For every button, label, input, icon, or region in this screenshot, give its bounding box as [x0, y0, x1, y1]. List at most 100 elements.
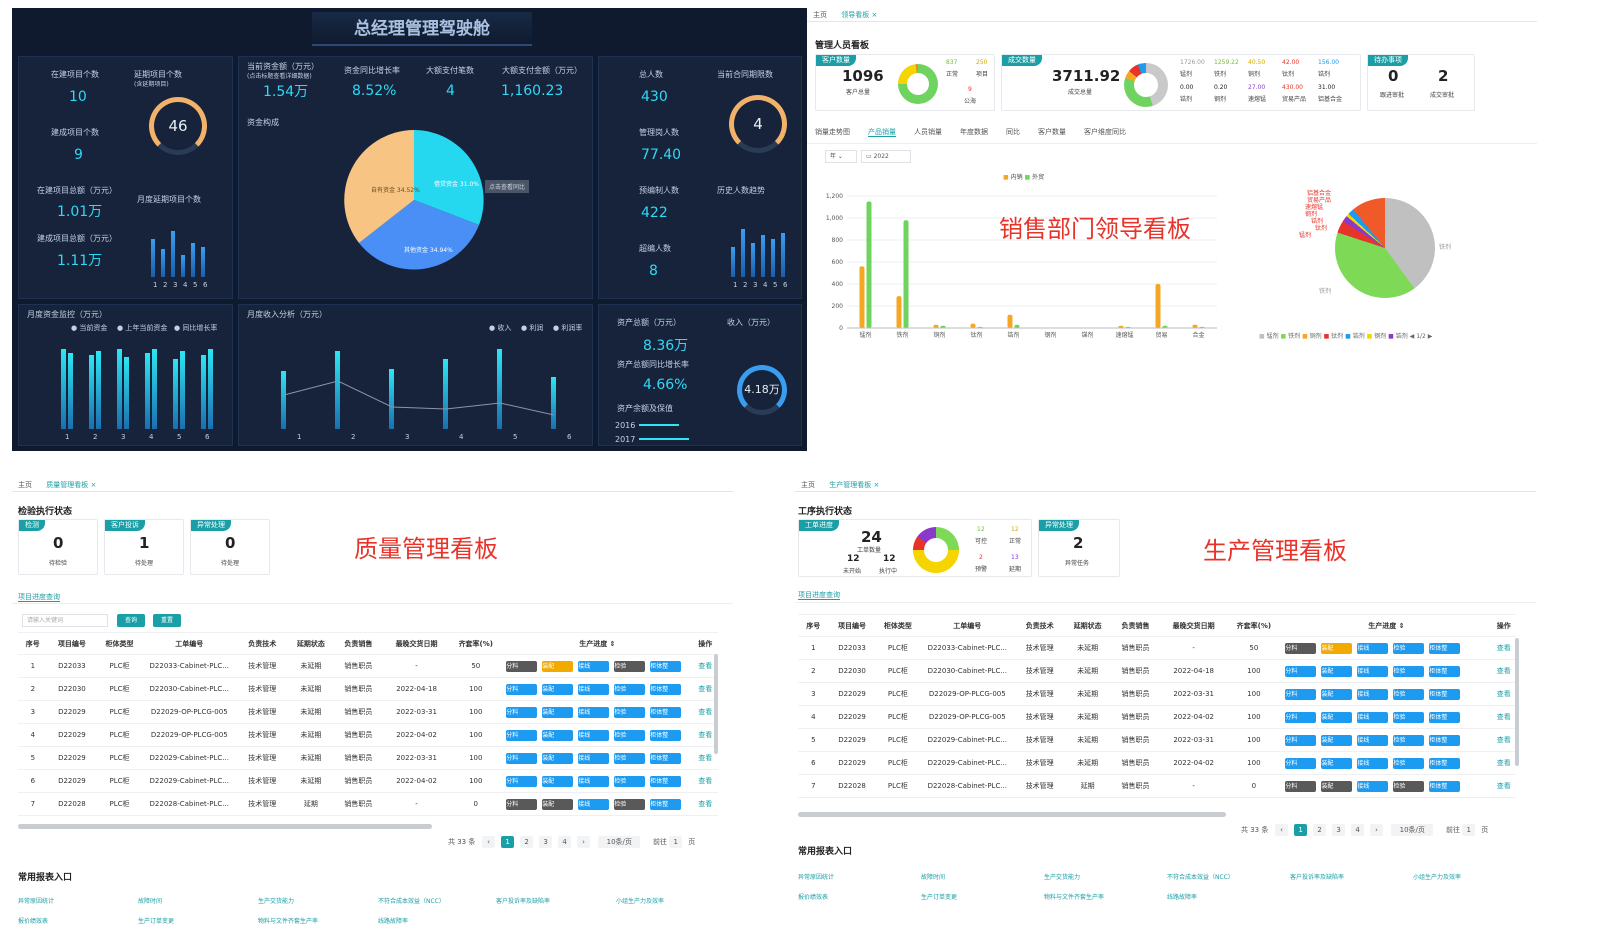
step-badge[interactable]: 柜体整 — [650, 775, 682, 787]
bar-domestic[interactable] — [933, 324, 939, 328]
step-badge[interactable]: 检验 — [1393, 711, 1425, 723]
step-badge[interactable]: 检验 — [614, 798, 646, 810]
report-link[interactable]: 生产交货能力 — [1044, 874, 1081, 881]
step-badge[interactable]: 分料 — [1285, 688, 1317, 700]
step-badge[interactable]: 装配 — [1321, 780, 1353, 792]
table-row[interactable]: 5 D22029 PLC柜 D22029-Cabinet-PLC... 技术管理 未延期销… — [18, 746, 718, 770]
tab-home[interactable]: 主页 — [801, 481, 815, 489]
tab-home[interactable]: 主页 — [18, 481, 32, 489]
step-badge[interactable]: 分料 — [506, 683, 538, 695]
step-badge[interactable]: 检验 — [614, 683, 646, 695]
step-badge[interactable]: 分料 — [1285, 711, 1317, 723]
step-badge[interactable]: 接线 — [1357, 780, 1389, 792]
step-badge[interactable]: 检验 — [1393, 688, 1425, 700]
step-badge[interactable]: 柜体整 — [650, 683, 682, 695]
step-badge[interactable]: 检验 — [1393, 780, 1425, 792]
report-link[interactable]: 异常原因统计 — [798, 874, 835, 881]
step-badge[interactable]: 装配 — [1321, 711, 1353, 723]
report-link[interactable]: 生产交货能力 — [258, 898, 295, 905]
page-button[interactable]: 3 — [539, 836, 553, 848]
report-link[interactable]: 生产订单变更 — [138, 918, 175, 925]
report-link[interactable]: 报价绩效表 — [798, 894, 829, 901]
tab-customer-count[interactable]: 客户数量 — [1038, 128, 1066, 136]
table-row[interactable]: 7 D22028 PLC柜 D22028-Cabinet-PLC... 技术管理 延期 销售… — [798, 774, 1516, 798]
step-badge[interactable]: 分料 — [1285, 757, 1317, 769]
step-badge[interactable]: 分料 — [506, 752, 538, 764]
step-badge[interactable]: 检验 — [614, 775, 646, 787]
customer-count-card[interactable]: 客户数量 1096 客户总量 837 正常 250 项目 9 公海 — [815, 54, 995, 111]
table-row[interactable]: 3 D22029 PLC柜 D22029-OP-PLCG-005 技术管理 未延期 销售职员… — [18, 700, 718, 724]
bar-domestic[interactable] — [859, 266, 865, 328]
next-page-button[interactable]: › — [1370, 824, 1384, 836]
step-badge[interactable]: 柜体整 — [650, 660, 682, 672]
view-link[interactable]: 查看 — [692, 746, 718, 770]
page-button[interactable]: 1 — [501, 836, 515, 848]
horizontal-scrollbar[interactable] — [798, 812, 1226, 817]
bar-domestic[interactable] — [970, 323, 976, 328]
page-size-select[interactable]: 10条/页 — [1391, 824, 1434, 836]
monthly-funds-card[interactable]: 月度资金监控（万元） ● 当前资金 ● 上年当前资金 ● 同比增长率 1 2 3… — [18, 304, 233, 446]
vertical-scrollbar[interactable] — [1515, 638, 1519, 766]
view-link[interactable]: 查看 — [692, 654, 718, 678]
exception-card[interactable]: 异常处理 2 异常任务 — [1038, 519, 1120, 577]
report-link[interactable]: 物料与文件齐套生产率 — [258, 918, 319, 925]
bar-export[interactable] — [940, 325, 946, 328]
step-badge[interactable]: 分料 — [506, 729, 538, 741]
period-select[interactable]: 年 ⌄ — [825, 150, 857, 163]
step-badge[interactable]: 检验 — [1393, 757, 1425, 769]
step-badge[interactable]: 装配 — [542, 729, 574, 741]
report-link[interactable]: 不符合成本效益（NCC） — [378, 898, 445, 905]
column-header[interactable]: 生产进度 ⇕ — [1281, 614, 1492, 637]
table-row[interactable]: 7 D22028 PLC柜 D22028-Cabinet-PLC... 技术管理 延期 销售… — [18, 792, 718, 816]
report-link[interactable]: 客户投诉率及缺陷率 — [1290, 874, 1345, 881]
view-link[interactable]: 查看 — [1491, 705, 1516, 729]
step-badge[interactable]: 柜体整 — [650, 798, 682, 810]
step-badge[interactable]: 装配 — [1321, 757, 1353, 769]
todo-card[interactable]: 待办事项 0 跟进审批 2 成交审批 — [1367, 54, 1475, 111]
report-link[interactable]: 故障时间 — [138, 898, 163, 905]
report-link[interactable]: 线路故障率 — [378, 918, 409, 925]
step-badge[interactable]: 分料 — [506, 775, 538, 787]
step-badge[interactable]: 检验 — [1393, 665, 1425, 677]
prev-page-button[interactable]: ‹ — [482, 836, 496, 848]
step-badge[interactable]: 接线 — [1357, 757, 1389, 769]
step-badge[interactable]: 装配 — [1321, 665, 1353, 677]
step-badge[interactable]: 检验 — [1393, 734, 1425, 746]
complaint-card[interactable]: 客户投诉 1 待处理 — [104, 519, 184, 575]
deal-count-card[interactable]: 成交数量 3711.92 成交总量 1726.00 锰剂 1259.22 铁剂 40.5… — [1001, 54, 1361, 111]
tab-yearly[interactable]: 年度数据 — [960, 128, 988, 136]
assets-kpi-card[interactable]: 资产总额（万元） 8.36万 收入（万元） 4.18万 资产总额同比增长率 4.… — [598, 304, 802, 446]
view-link[interactable]: 查看 — [1491, 636, 1516, 660]
step-badge[interactable]: 检验 — [614, 706, 646, 718]
step-badge[interactable]: 装配 — [542, 706, 574, 718]
report-link[interactable]: 异常原因统计 — [18, 898, 55, 905]
query-button[interactable]: 查询 — [117, 614, 145, 627]
step-badge[interactable]: 接线 — [578, 798, 610, 810]
work-order-card[interactable]: 工单进度 24 工单数量 12 未开始 12 执行中 12 可控 12 正常 2… — [798, 519, 1032, 577]
bar-export[interactable] — [1162, 325, 1168, 328]
tab-production-board[interactable]: 生产管理看板 × — [829, 481, 880, 489]
goto-input[interactable]: 1 — [1462, 824, 1476, 836]
table-row[interactable]: 6 D22029 PLC柜 D22029-Cabinet-PLC... 技术管理 未延期销… — [798, 751, 1516, 775]
step-badge[interactable]: 柜体整 — [650, 729, 682, 741]
step-badge[interactable]: 装配 — [542, 752, 574, 764]
page-size-select[interactable]: 10条/页 — [598, 836, 641, 848]
report-link[interactable]: 线路故障率 — [1167, 894, 1198, 901]
view-link[interactable]: 查看 — [1491, 751, 1516, 775]
page-button[interactable]: 2 — [520, 836, 534, 848]
page-button[interactable]: 2 — [1313, 824, 1327, 836]
step-badge[interactable]: 分料 — [1285, 734, 1317, 746]
report-link[interactable]: 故障时间 — [921, 874, 946, 881]
tab-customer-yoy[interactable]: 客户维度同比 — [1084, 128, 1126, 136]
step-badge[interactable]: 接线 — [578, 660, 610, 672]
page-button[interactable]: 4 — [1351, 824, 1365, 836]
tab-sales-trend[interactable]: 销量走势图 — [815, 128, 850, 136]
column-header[interactable]: 生产进度 ⇕ — [502, 632, 693, 655]
step-badge[interactable]: 柜体整 — [1429, 642, 1461, 654]
table-row[interactable]: 2 D22030 PLC柜 D22030-Cabinet-PLC... 技术管理 未延期销… — [798, 659, 1516, 683]
year-picker[interactable]: ▭ 2022 — [861, 150, 911, 163]
bar-domestic[interactable] — [1155, 284, 1161, 328]
step-badge[interactable]: 装配 — [542, 775, 574, 787]
step-badge[interactable]: 分料 — [506, 706, 538, 718]
step-badge[interactable]: 接线 — [1357, 665, 1389, 677]
